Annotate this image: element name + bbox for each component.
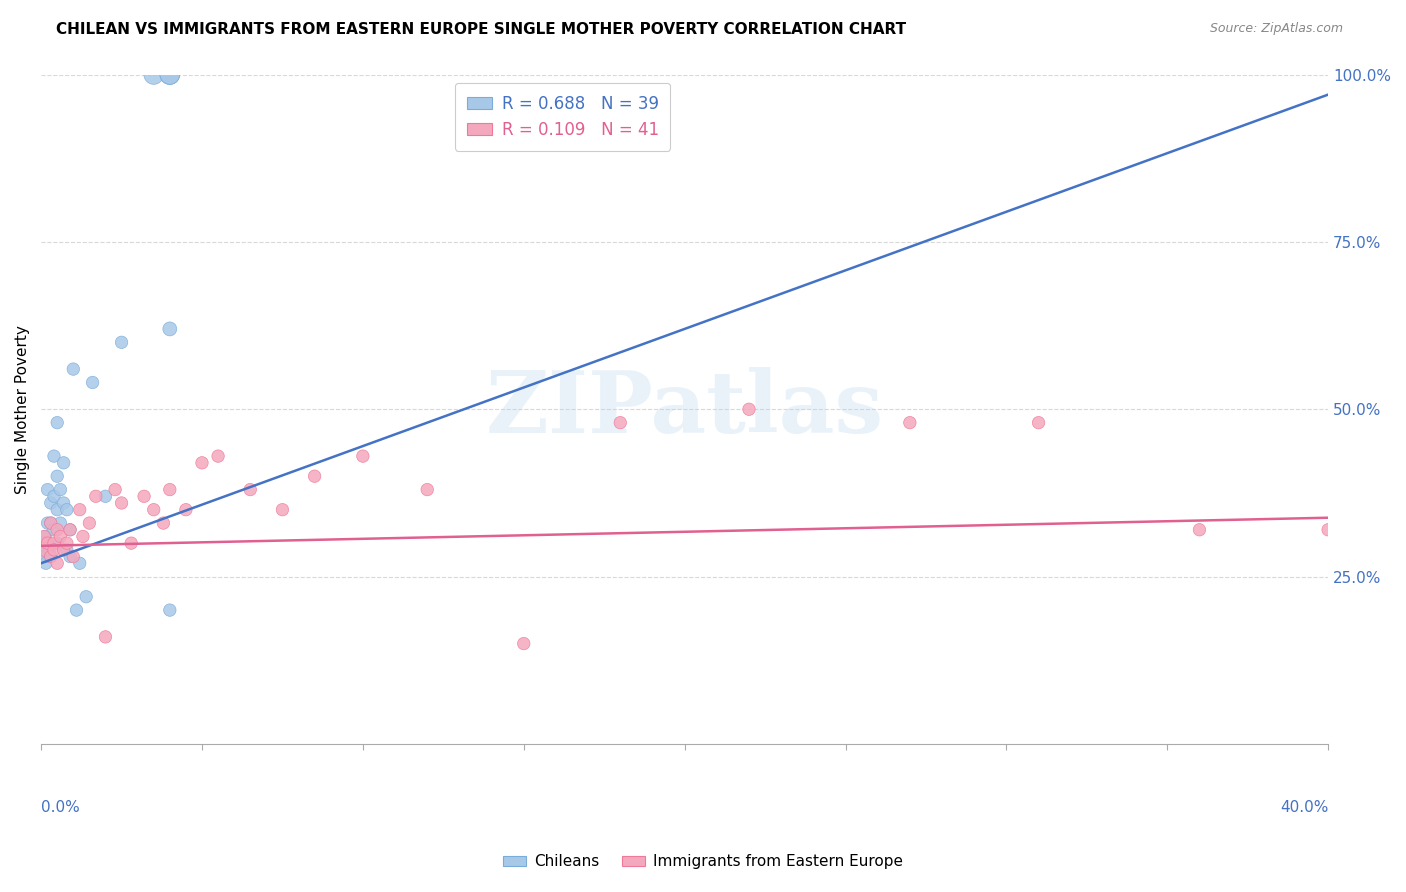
Point [142,502,165,516]
Point [110,335,132,350]
Text: 0.0%: 0.0% [41,799,80,814]
Point [35,536,58,550]
Point [56,502,79,516]
Point [513,637,536,651]
Point [39,549,62,564]
Point [39,516,62,530]
Point [352,449,374,463]
Point [94,489,117,503]
Point [1188,523,1211,537]
Text: 40.0%: 40.0% [1279,799,1329,814]
Point [72,529,94,543]
Point [37,483,59,497]
Point [49,483,72,497]
Y-axis label: Single Mother Poverty: Single Mother Poverty [15,325,30,493]
Point [271,502,294,516]
Point [42,449,65,463]
Point [46,536,69,550]
Point [104,483,127,497]
Point [110,496,132,510]
Point [35,556,58,570]
Point [159,322,181,336]
Text: Source: ZipAtlas.com: Source: ZipAtlas.com [1209,22,1343,36]
Point [82,376,104,390]
Point [159,68,181,82]
Point [59,523,82,537]
Point [75,590,97,604]
Point [898,416,921,430]
Point [65,603,87,617]
Point [59,523,82,537]
Point [42,523,65,537]
Point [37,516,59,530]
Point [46,469,69,483]
Legend: Chileans, Immigrants from Eastern Europe: Chileans, Immigrants from Eastern Europe [498,848,908,875]
Point [34,549,56,564]
Point [39,516,62,530]
Point [191,456,214,470]
Point [1028,416,1050,430]
Point [39,549,62,564]
Point [304,469,326,483]
Point [42,542,65,557]
Point [46,556,69,570]
Point [32,540,55,554]
Point [52,542,75,557]
Point [49,529,72,543]
Point [132,489,155,503]
Text: ZIPatlas: ZIPatlas [485,368,883,451]
Text: CHILEAN VS IMMIGRANTS FROM EASTERN EUROPE SINGLE MOTHER POVERTY CORRELATION CHAR: CHILEAN VS IMMIGRANTS FROM EASTERN EUROP… [56,22,907,37]
Point [69,502,91,516]
Point [34,540,56,554]
Point [159,68,181,82]
Point [69,556,91,570]
Point [34,529,56,543]
Point [159,68,181,82]
Point [56,542,79,557]
Point [207,449,229,463]
Point [46,523,69,537]
Point [152,516,174,530]
Point [56,536,79,550]
Point [84,489,107,503]
Point [609,416,631,430]
Point [94,630,117,644]
Point [159,483,181,497]
Point [37,536,59,550]
Point [62,549,84,564]
Point [62,362,84,376]
Point [42,536,65,550]
Point [59,549,82,564]
Point [46,416,69,430]
Point [416,483,439,497]
Point [39,496,62,510]
Point [52,456,75,470]
Point [738,402,761,417]
Point [38,542,60,557]
Legend: R = 0.688   N = 39, R = 0.109   N = 41: R = 0.688 N = 39, R = 0.109 N = 41 [456,83,671,151]
Point [49,516,72,530]
Point [142,68,165,82]
Point [46,502,69,516]
Point [52,496,75,510]
Point [34,529,56,543]
Point [174,502,197,516]
Point [1317,523,1340,537]
Point [120,536,142,550]
Point [239,483,262,497]
Point [42,489,65,503]
Point [159,603,181,617]
Point [79,516,101,530]
